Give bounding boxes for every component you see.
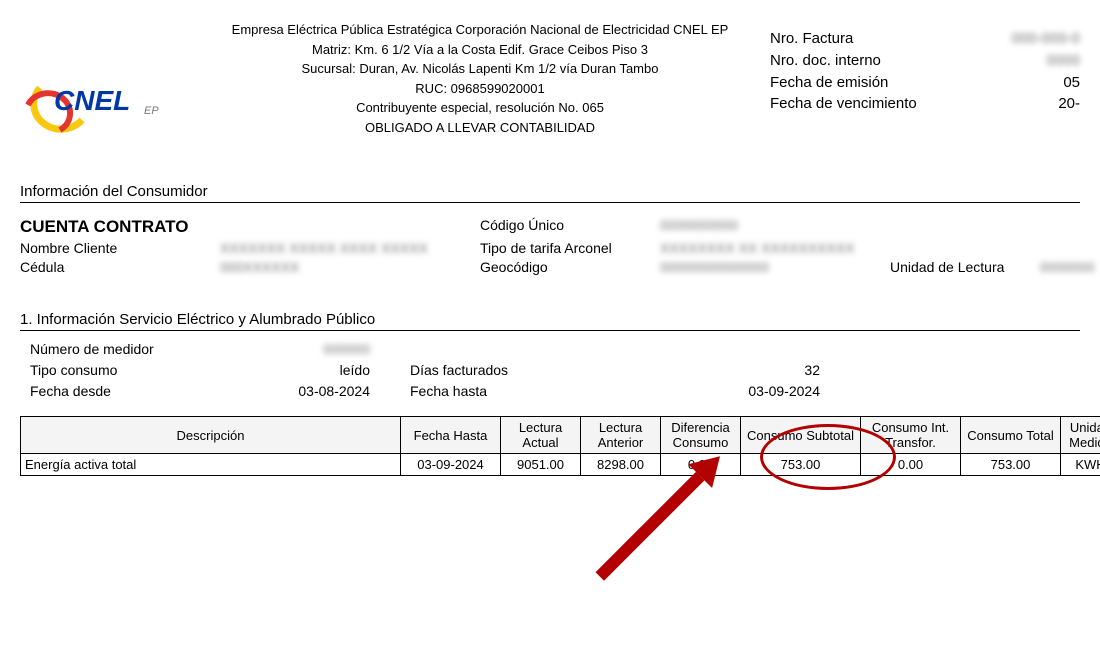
medidor-value: 000000 (210, 339, 410, 360)
invoice-meta: Nro. Factura 000-000-0 Nro. doc. interno… (770, 20, 1080, 115)
nombre-label: Nombre Cliente (20, 240, 220, 256)
table-row: Energía activa total03-09-20249051.00829… (21, 454, 1100, 476)
section-service-title: 1. Información Servicio Eléctrico y Alum… (20, 311, 1080, 331)
unidad-lectura-value: 0000000 (1040, 259, 1095, 275)
fecha-hasta-value: 03-09-2024 (610, 381, 860, 402)
codigo-unico-label: Código Único (480, 217, 660, 237)
tarifa-value: XXXXXXXX XX XXXXXXXXXX (660, 240, 890, 256)
fecha-hasta-label: Fecha hasta (410, 381, 610, 402)
meta-value: 05 (1012, 72, 1080, 94)
tarifa-label: Tipo de tarifa Arconel (480, 240, 660, 256)
codigo-unico-value: 0000000000 (660, 217, 890, 237)
table-header-cell: Lectura Anterior (581, 417, 661, 454)
readings-table: DescripciónFecha HastaLectura ActualLect… (20, 416, 1100, 476)
dias-value: 32 (610, 360, 860, 381)
table-header-cell: Diferencia Consumo (661, 417, 741, 454)
service-row: Tipo consumo leído Días facturados 32 (20, 360, 1080, 381)
fecha-desde-value: 03-08-2024 (210, 381, 410, 402)
service-row: Número de medidor 000000 (20, 339, 1080, 360)
svg-text:CNEL: CNEL (54, 85, 130, 116)
arrow-icon (600, 576, 601, 577)
table-cell: 03-09-2024 (401, 454, 501, 476)
fecha-desde-label: Fecha desde (30, 381, 210, 402)
table-header-cell: Fecha Hasta (401, 417, 501, 454)
meta-value: 0000 (1012, 50, 1080, 72)
company-line: OBLIGADO A LLEVAR CONTABILIDAD (190, 118, 770, 138)
company-line: Empresa Eléctrica Pública Estratégica Co… (190, 20, 770, 40)
meta-label: Fecha de vencimiento (770, 93, 1002, 115)
tipo-consumo-label: Tipo consumo (30, 360, 210, 381)
tipo-consumo-value: leído (210, 360, 410, 381)
table-header-cell: Consumo Total (961, 417, 1061, 454)
company-line: Matriz: Km. 6 1/2 Vía a la Costa Edif. G… (190, 40, 770, 60)
meta-label: Nro. Factura (770, 28, 1002, 50)
annotation-layer (20, 476, 1080, 596)
table-header-cell: Lectura Actual (501, 417, 581, 454)
company-line: RUC: 0968599020001 (190, 79, 770, 99)
cedula-value: 000XXXXXX (220, 259, 480, 275)
cedula-label: Cédula (20, 259, 220, 275)
geo-value: 00000000000000 (660, 259, 890, 275)
company-info: Empresa Eléctrica Pública Estratégica Co… (190, 20, 770, 137)
company-line: Contribuyente especial, resolución No. 0… (190, 98, 770, 118)
table-cell: Energía activa total (21, 454, 401, 476)
nombre-value: XXXXXXX XXXXX XXXX XXXXX (220, 240, 480, 256)
company-logo: CNEL EP (20, 20, 190, 143)
meta-label: Nro. doc. interno (770, 50, 1002, 72)
table-header-cell: Unidad Medida (1061, 417, 1100, 454)
document-header: CNEL EP Empresa Eléctrica Pública Estrat… (20, 20, 1080, 143)
cuenta-contrato-label: CUENTA CONTRATO (20, 217, 220, 237)
dias-label: Días facturados (410, 360, 610, 381)
geo-label: Geocódigo (480, 259, 660, 275)
consumer-info-grid: CUENTA CONTRATO Código Único 0000000000 … (20, 217, 1080, 275)
service-row: Fecha desde 03-08-2024 Fecha hasta 03-09… (20, 381, 1080, 402)
table-header-cell: Descripción (21, 417, 401, 454)
table-cell: KWH (1061, 454, 1100, 476)
meta-label: Fecha de emisión (770, 72, 1002, 94)
table-header-row: DescripciónFecha HastaLectura ActualLect… (21, 417, 1100, 454)
table-cell: 9051.00 (501, 454, 581, 476)
section-consumer-title: Información del Consumidor (20, 183, 1080, 203)
svg-text:EP: EP (144, 105, 159, 117)
medidor-label: Número de medidor (30, 339, 210, 360)
company-line: Sucursal: Duran, Av. Nicolás Lapenti Km … (190, 59, 770, 79)
highlight-circle-icon (760, 424, 896, 490)
unidad-lectura-label: Unidad de Lectura (890, 259, 1040, 275)
table-cell: 753.00 (961, 454, 1061, 476)
meta-value: 000-000-0 (1012, 28, 1080, 50)
table-cell: 8298.00 (581, 454, 661, 476)
meta-value: 20- (1012, 93, 1080, 115)
